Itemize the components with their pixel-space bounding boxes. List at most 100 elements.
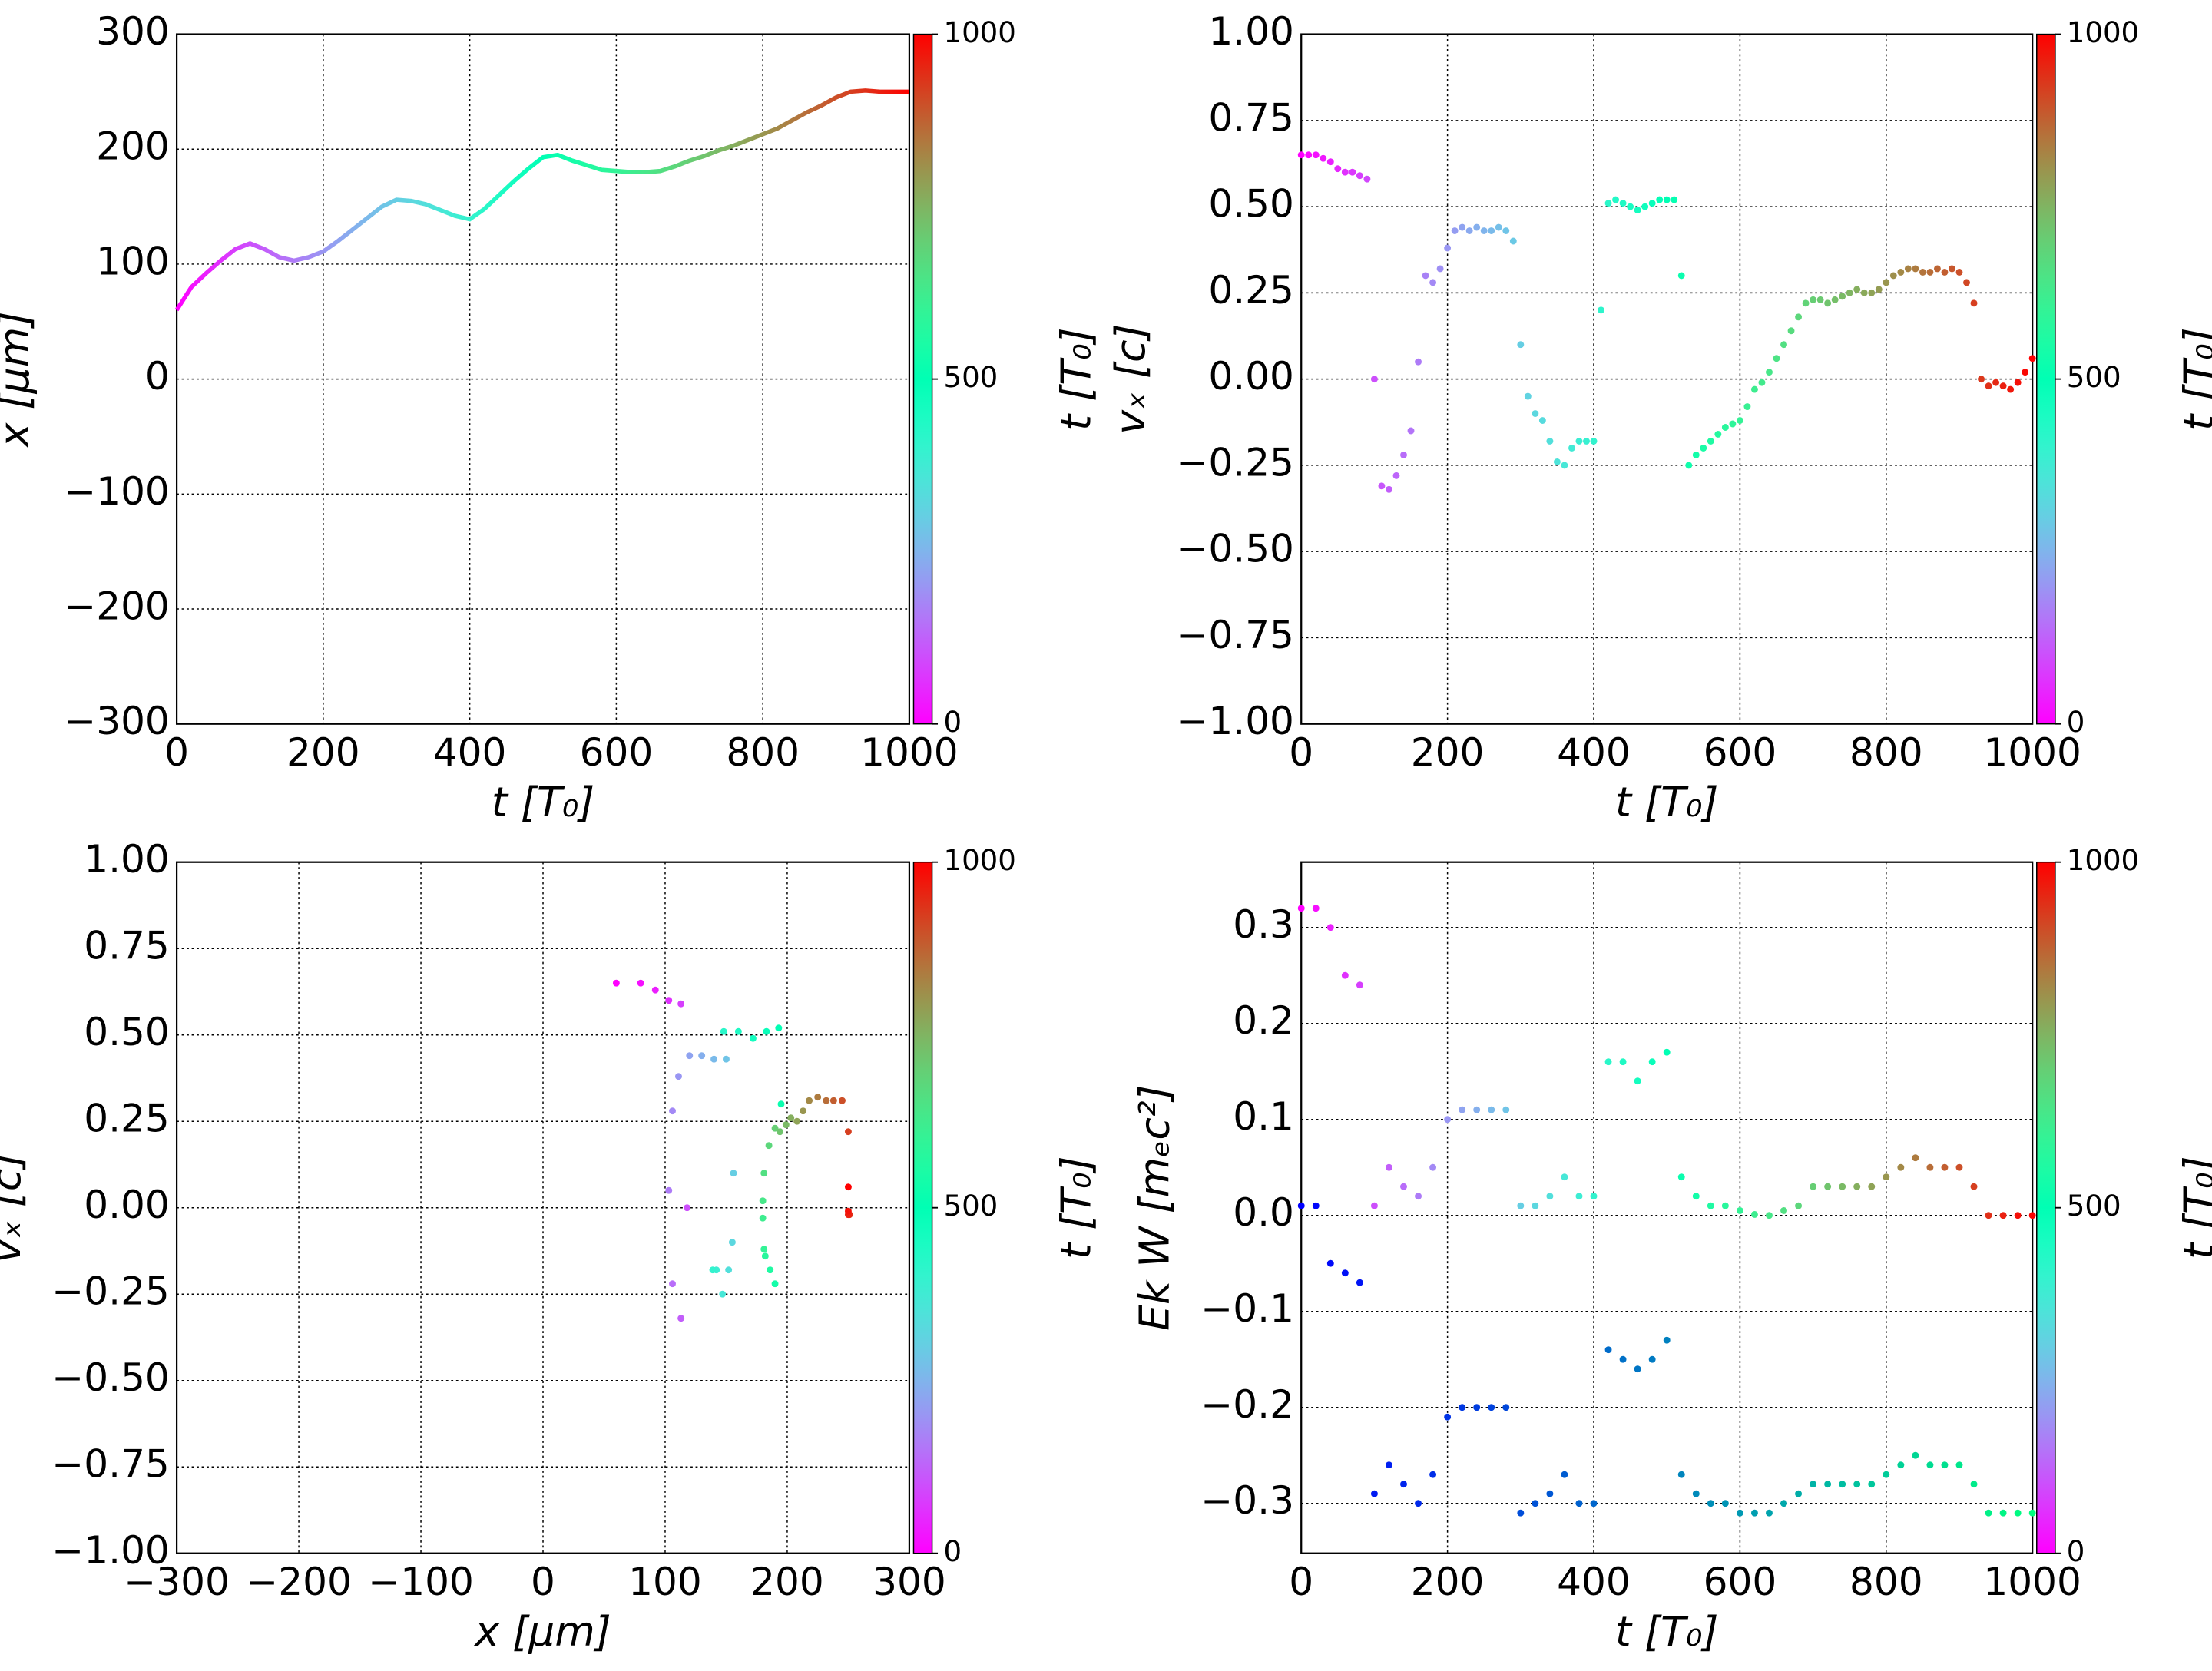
point [1692,1193,1700,1200]
point [844,1183,852,1191]
point [1326,1259,1334,1267]
point [665,1186,673,1194]
point [723,1055,730,1063]
point [651,986,659,994]
point [1400,1183,1407,1190]
x-tick-label: 400 [1557,730,1631,775]
y-tick-label: 200 [96,124,170,169]
point [1677,1471,1685,1478]
point [1766,1509,1773,1517]
point [787,1114,795,1122]
y-tick-label: 0.25 [84,1096,170,1141]
point [1370,1490,1378,1497]
point [1750,1509,1758,1517]
point [1619,200,1627,207]
point [806,1097,813,1104]
point [719,1290,727,1298]
point [1941,1461,1949,1469]
point [1663,196,1671,203]
point [1429,279,1437,286]
point [1648,1355,1656,1363]
point [1795,1490,1803,1497]
point [1707,1202,1714,1209]
y-tick-label: −200 [64,584,170,629]
x-tick-label: 1000 [860,730,959,775]
point [823,1097,830,1104]
point [1451,227,1459,234]
point [1707,438,1714,445]
colorbar-label: t [T₀] [1051,1156,1100,1259]
point [1933,265,1941,273]
colorbar-tick-label: 1000 [943,16,1015,49]
point [1297,151,1305,159]
point [1963,279,1970,286]
point [1941,268,1949,276]
point [1999,1509,2007,1517]
point [1598,306,1604,314]
y-axis-label: vₓ [c] [0,1153,30,1263]
colorbar-tick-label: 0 [2067,1535,2085,1568]
point [830,1097,837,1104]
point [1839,1183,1846,1190]
point [1750,385,1758,393]
point [1941,1163,1949,1171]
point [1949,265,1955,273]
point [1488,1106,1495,1113]
point [1926,1163,1934,1171]
point [1509,237,1517,245]
point [1561,1173,1568,1181]
point [1561,462,1568,469]
y-tick-label: −0.50 [51,1355,170,1400]
point [1766,1212,1773,1219]
x-tick-label: −300 [124,1559,230,1604]
point [730,1170,737,1177]
point [1392,472,1400,479]
point [1619,1058,1627,1066]
point [1546,1490,1554,1497]
colorbar-tick-label: 500 [943,361,998,394]
point [1473,1106,1481,1113]
point [1517,1509,1525,1517]
colorbar [2036,861,2056,1554]
point [1297,1202,1305,1209]
point [1473,223,1481,231]
plot-frame [1300,33,2034,725]
x-axis-label: t [T₀] [1615,1607,1719,1656]
point [1436,265,1444,273]
point [763,1027,770,1035]
point [1590,1193,1598,1200]
y-tick-label: 0.1 [1233,1094,1294,1139]
y-tick-label: 0.75 [1208,94,1294,140]
point [1685,462,1693,469]
point [765,1142,773,1150]
point [1415,1193,1422,1200]
x-tick-label: 200 [1411,730,1485,775]
colorbar-tick-label: 500 [943,1190,998,1223]
point [1853,1183,1861,1190]
point [1853,1481,1861,1488]
point [1634,207,1641,214]
point [1590,1500,1598,1507]
point [1517,1202,1525,1209]
point [1985,382,1992,390]
colorbar-tick-label: 1000 [943,844,1015,877]
point [1341,168,1349,176]
y-tick-label: −0.3 [1200,1477,1294,1523]
colorbar-label: t [T₀] [1051,327,1100,431]
point [1612,196,1620,203]
point [1341,971,1349,979]
point [1444,244,1452,252]
point [1860,289,1868,296]
point [1707,1500,1714,1507]
point [1773,355,1780,362]
point [1378,482,1386,490]
point [1736,1206,1743,1214]
point [800,1107,807,1115]
x-axis-label: t [T₀] [1615,778,1719,826]
point [677,1315,685,1322]
x-tick-label: 600 [1704,730,1777,775]
x-axis-label: x [μm] [473,1607,611,1656]
point [1524,392,1532,400]
x-tick-label: 0 [164,730,189,775]
y-tick-label: 0.0 [1233,1190,1294,1235]
